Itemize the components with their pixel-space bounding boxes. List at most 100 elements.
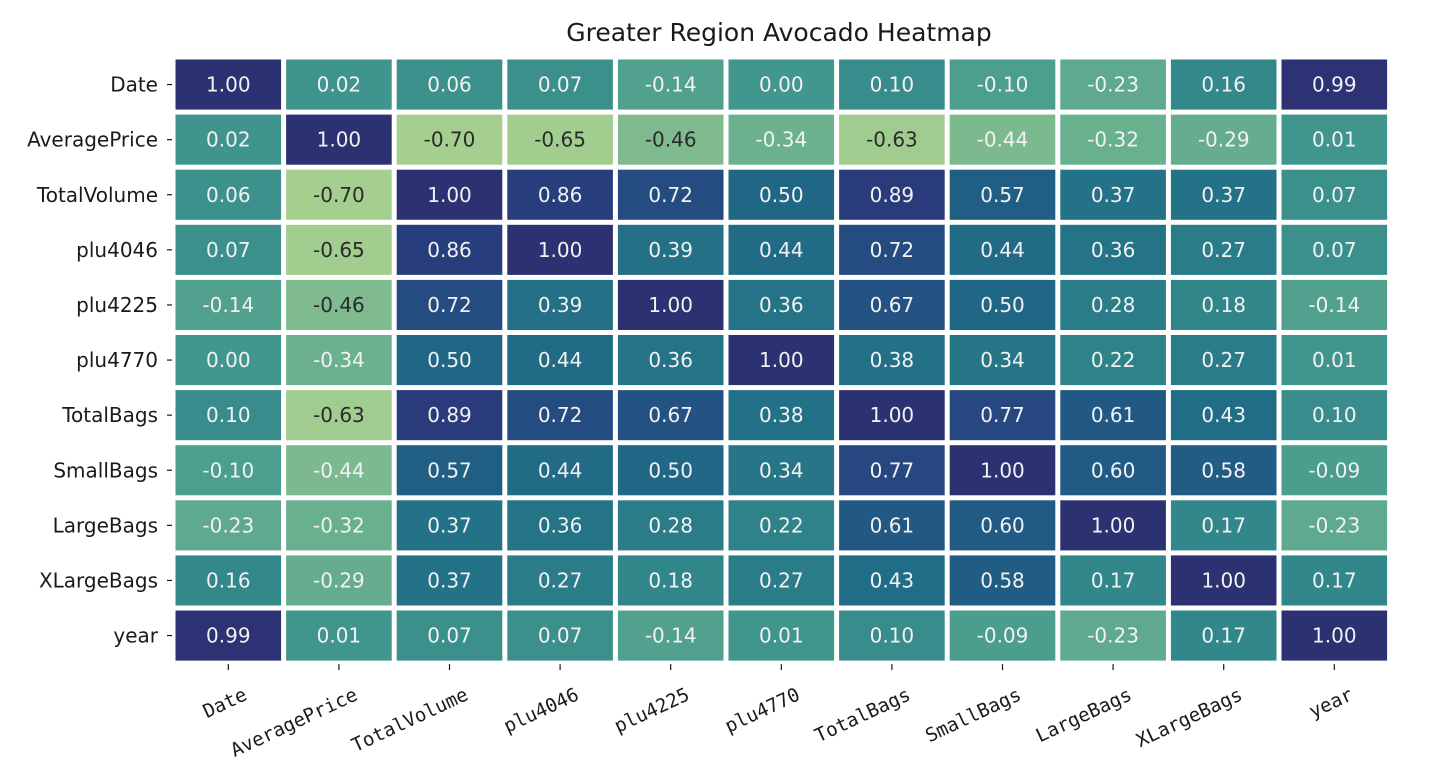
heatmap-cell-value: 0.39 bbox=[538, 293, 583, 317]
heatmap-cell-value: 0.43 bbox=[870, 568, 915, 592]
heatmap-cell bbox=[507, 500, 613, 551]
y-tick-label: LargeBags bbox=[53, 513, 158, 537]
heatmap-cell-value: 0.50 bbox=[980, 293, 1025, 317]
x-tick-label: SmallBags bbox=[922, 684, 1025, 747]
heatmap-cell bbox=[507, 555, 613, 606]
heatmap-cell-value: 0.16 bbox=[1201, 73, 1246, 97]
x-tick-label: plu4046 bbox=[500, 684, 582, 738]
x-tick-label: TotalVolume bbox=[348, 684, 471, 757]
heatmap-cell bbox=[617, 114, 724, 165]
x-tick-label: XLargeBags bbox=[1133, 684, 1246, 752]
heatmap-cell-value: 0.67 bbox=[870, 293, 915, 317]
heatmap-cell bbox=[286, 114, 392, 165]
heatmap-cell bbox=[1060, 279, 1166, 330]
heatmap-cell bbox=[1281, 445, 1388, 496]
heatmap-cell bbox=[1281, 59, 1388, 110]
heatmap-cell-value: 0.10 bbox=[206, 403, 251, 427]
heatmap-cell bbox=[1170, 445, 1277, 496]
heatmap-cell-value: 0.10 bbox=[870, 624, 915, 648]
heatmap-cell-value: 1.00 bbox=[648, 293, 693, 317]
heatmap-cell bbox=[1060, 390, 1166, 441]
heatmap-cell-value: 0.07 bbox=[427, 624, 472, 648]
heatmap-cell bbox=[286, 445, 392, 496]
y-tick-label: AveragePrice bbox=[27, 128, 158, 152]
heatmap-cell bbox=[175, 335, 282, 386]
heatmap-cell-value: 0.16 bbox=[206, 568, 251, 592]
y-tick-label: plu4770 bbox=[76, 348, 158, 372]
heatmap-cell-value: -0.32 bbox=[313, 513, 365, 537]
heatmap-cell-value: 0.44 bbox=[538, 348, 583, 372]
heatmap-cell-value: 0.28 bbox=[648, 513, 693, 537]
heatmap-cell-value: -0.23 bbox=[202, 513, 254, 537]
heatmap-cell-value: 0.89 bbox=[427, 403, 472, 427]
heatmap-cell bbox=[839, 114, 945, 165]
heatmap-cell-value: -0.09 bbox=[1308, 458, 1360, 482]
heatmap-cell bbox=[728, 500, 835, 551]
heatmap-cell-value: 0.28 bbox=[1091, 293, 1136, 317]
heatmap-cell bbox=[617, 59, 724, 110]
heatmap-cell-value: -0.32 bbox=[1087, 128, 1139, 152]
y-tick-label: XLargeBags bbox=[39, 568, 158, 592]
heatmap-cell-value: 0.10 bbox=[870, 73, 915, 97]
heatmap-cell bbox=[507, 114, 613, 165]
heatmap-cell bbox=[949, 335, 1056, 386]
heatmap-cell-value: 0.50 bbox=[759, 183, 804, 207]
heatmap-cell-value: 0.50 bbox=[648, 458, 693, 482]
x-tick-label: year bbox=[1306, 684, 1357, 723]
heatmap-cell bbox=[839, 169, 945, 220]
heatmap-cell bbox=[507, 335, 613, 386]
heatmap-cell-value: 0.07 bbox=[538, 624, 583, 648]
heatmap-cell-value: 0.38 bbox=[759, 403, 804, 427]
heatmap-cell-value: 0.07 bbox=[206, 238, 251, 262]
heatmap-cell bbox=[1060, 114, 1166, 165]
heatmap-cell bbox=[1281, 335, 1388, 386]
heatmap-cell-value: 1.00 bbox=[538, 238, 583, 262]
heatmap-cell-value: 0.07 bbox=[1312, 183, 1357, 207]
heatmap-cell bbox=[728, 445, 835, 496]
heatmap-cell bbox=[1060, 335, 1166, 386]
y-tick-label: plu4225 bbox=[76, 293, 158, 317]
heatmap-cell bbox=[1060, 224, 1166, 275]
heatmap-cell bbox=[617, 169, 724, 220]
heatmap-cell-value: 0.22 bbox=[1091, 348, 1136, 372]
heatmap-cell bbox=[396, 224, 503, 275]
heatmap-cell bbox=[949, 500, 1056, 551]
heatmap-cell-labels: 1.00 0.02 0.06 0.07 -0.14 0.00 0.10 -0.10 -0.23 0… bbox=[202, 73, 1360, 648]
heatmap-cell-value: 0.06 bbox=[427, 73, 472, 97]
heatmap-cell-value: 1.00 bbox=[427, 183, 472, 207]
heatmap-cell-value: 0.00 bbox=[759, 73, 804, 97]
heatmap-cell-value: 0.99 bbox=[1312, 73, 1357, 97]
heatmap-cell bbox=[839, 335, 945, 386]
heatmap-cell bbox=[396, 114, 503, 165]
heatmap-cell-value: 0.17 bbox=[1091, 568, 1136, 592]
heatmap-cell-value: 0.34 bbox=[759, 458, 804, 482]
heatmap-cell bbox=[617, 445, 724, 496]
heatmap-cell-value: 0.72 bbox=[427, 293, 472, 317]
heatmap-cell-value: 0.72 bbox=[648, 183, 693, 207]
heatmap-cell bbox=[728, 169, 835, 220]
heatmap-cell bbox=[728, 114, 835, 165]
heatmap-cell bbox=[617, 390, 724, 441]
heatmap-cell bbox=[839, 59, 945, 110]
heatmap-cell bbox=[1281, 555, 1388, 606]
heatmap-cell bbox=[175, 555, 282, 606]
heatmap-cell bbox=[1170, 114, 1277, 165]
heatmap-cell bbox=[286, 279, 392, 330]
heatmap-cell bbox=[949, 169, 1056, 220]
heatmap-cell-value: 0.89 bbox=[870, 183, 915, 207]
heatmap-cell-value: 0.36 bbox=[1091, 238, 1136, 262]
heatmap-cell bbox=[728, 224, 835, 275]
heatmap-cell-value: 0.01 bbox=[759, 624, 804, 648]
x-tick-label: AveragePrice bbox=[227, 684, 361, 762]
heatmap-cell-value: 0.06 bbox=[206, 183, 251, 207]
heatmap-cell bbox=[507, 390, 613, 441]
heatmap-cell bbox=[396, 610, 503, 661]
heatmap-cell bbox=[839, 279, 945, 330]
heatmap-cell bbox=[1060, 445, 1166, 496]
heatmap-cell bbox=[175, 610, 282, 661]
heatmap-cell-value: 0.01 bbox=[1312, 348, 1357, 372]
heatmap-cell bbox=[286, 59, 392, 110]
